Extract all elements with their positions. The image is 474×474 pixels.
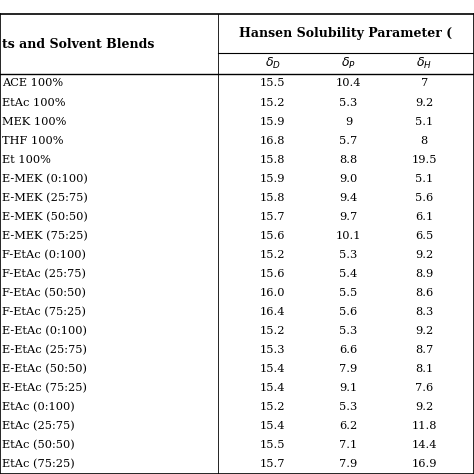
Text: 15.7: 15.7 — [260, 459, 285, 469]
Text: 5.6: 5.6 — [415, 193, 433, 203]
Text: 5.4: 5.4 — [339, 269, 357, 279]
Text: 10.4: 10.4 — [336, 79, 361, 89]
Text: 15.4: 15.4 — [260, 364, 285, 374]
Text: E-MEK (25:75): E-MEK (25:75) — [2, 192, 88, 203]
Text: 8.7: 8.7 — [415, 345, 433, 355]
Text: 5.3: 5.3 — [339, 98, 357, 108]
Text: 5.5: 5.5 — [339, 288, 357, 298]
Text: THF 100%: THF 100% — [2, 136, 64, 146]
Text: 15.3: 15.3 — [260, 345, 285, 355]
Text: ACE 100%: ACE 100% — [2, 79, 64, 89]
Text: EtAc 100%: EtAc 100% — [2, 98, 66, 108]
Text: 15.2: 15.2 — [260, 98, 285, 108]
Text: F-EtAc (25:75): F-EtAc (25:75) — [2, 269, 86, 279]
Text: 5.1: 5.1 — [415, 173, 433, 184]
Text: 8.3: 8.3 — [415, 307, 433, 317]
Text: 9.1: 9.1 — [339, 383, 357, 393]
Text: 9.2: 9.2 — [415, 326, 433, 336]
Text: 5.3: 5.3 — [339, 402, 357, 412]
Text: 15.8: 15.8 — [260, 155, 285, 164]
Text: 14.4: 14.4 — [411, 440, 437, 450]
Text: 15.2: 15.2 — [260, 250, 285, 260]
Text: EtAc (75:25): EtAc (75:25) — [2, 459, 75, 470]
Text: 15.5: 15.5 — [260, 79, 285, 89]
Text: 6.2: 6.2 — [339, 421, 357, 431]
Text: 8.9: 8.9 — [415, 269, 433, 279]
Text: $\delta_H$: $\delta_H$ — [416, 56, 432, 71]
Text: ts and Solvent Blends: ts and Solvent Blends — [2, 37, 155, 51]
Text: Hansen Solubility Parameter (: Hansen Solubility Parameter ( — [239, 27, 453, 40]
Text: 6.1: 6.1 — [415, 212, 433, 222]
Text: 8.1: 8.1 — [415, 364, 433, 374]
Text: 15.7: 15.7 — [260, 212, 285, 222]
Text: 9.4: 9.4 — [339, 193, 357, 203]
Text: 15.9: 15.9 — [260, 117, 285, 127]
Text: $\delta_P$: $\delta_P$ — [341, 56, 356, 71]
Text: 9.2: 9.2 — [415, 402, 433, 412]
Text: E-EtAc (75:25): E-EtAc (75:25) — [2, 383, 87, 393]
Text: 19.5: 19.5 — [411, 155, 437, 164]
Text: 7.9: 7.9 — [339, 364, 357, 374]
Text: 9.7: 9.7 — [339, 212, 357, 222]
Text: 15.6: 15.6 — [260, 269, 285, 279]
Text: 15.2: 15.2 — [260, 402, 285, 412]
Text: 16.0: 16.0 — [260, 288, 285, 298]
Text: 5.3: 5.3 — [339, 326, 357, 336]
Text: EtAc (50:50): EtAc (50:50) — [2, 440, 75, 451]
Text: EtAc (0:100): EtAc (0:100) — [2, 402, 75, 412]
Text: 9.0: 9.0 — [339, 173, 357, 184]
Text: 5.7: 5.7 — [339, 136, 357, 146]
Text: 16.8: 16.8 — [260, 136, 285, 146]
Text: 16.9: 16.9 — [411, 459, 437, 469]
Text: $\delta_D$: $\delta_D$ — [264, 56, 281, 71]
Text: 15.8: 15.8 — [260, 193, 285, 203]
Text: F-EtAc (50:50): F-EtAc (50:50) — [2, 288, 86, 298]
Text: E-EtAc (0:100): E-EtAc (0:100) — [2, 326, 87, 336]
Text: 15.2: 15.2 — [260, 326, 285, 336]
Text: Et 100%: Et 100% — [2, 155, 51, 164]
Text: 9.2: 9.2 — [415, 98, 433, 108]
Text: 8.8: 8.8 — [339, 155, 357, 164]
Text: 8.6: 8.6 — [415, 288, 433, 298]
Text: 7.6: 7.6 — [415, 383, 433, 393]
Text: 15.4: 15.4 — [260, 421, 285, 431]
Text: E-MEK (50:50): E-MEK (50:50) — [2, 212, 88, 222]
Text: 15.6: 15.6 — [260, 231, 285, 241]
Text: 9: 9 — [345, 117, 352, 127]
Text: E-MEK (75:25): E-MEK (75:25) — [2, 231, 88, 241]
Text: 7: 7 — [420, 79, 428, 89]
Text: E-EtAc (50:50): E-EtAc (50:50) — [2, 364, 87, 374]
Text: F-EtAc (75:25): F-EtAc (75:25) — [2, 307, 86, 317]
Text: MEK 100%: MEK 100% — [2, 117, 67, 127]
Text: 11.8: 11.8 — [411, 421, 437, 431]
Text: 5.3: 5.3 — [339, 250, 357, 260]
Text: 7.1: 7.1 — [339, 440, 357, 450]
Text: 6.6: 6.6 — [339, 345, 357, 355]
Text: 16.4: 16.4 — [260, 307, 285, 317]
Text: 10.1: 10.1 — [336, 231, 361, 241]
Text: 5.6: 5.6 — [339, 307, 357, 317]
Text: 5.1: 5.1 — [415, 117, 433, 127]
Text: 9.2: 9.2 — [415, 250, 433, 260]
Text: 15.9: 15.9 — [260, 173, 285, 184]
Text: 15.4: 15.4 — [260, 383, 285, 393]
Text: 6.5: 6.5 — [415, 231, 433, 241]
Text: 7.9: 7.9 — [339, 459, 357, 469]
Text: EtAc (25:75): EtAc (25:75) — [2, 421, 75, 431]
Text: 15.5: 15.5 — [260, 440, 285, 450]
Text: 8: 8 — [420, 136, 428, 146]
Text: E-MEK (0:100): E-MEK (0:100) — [2, 173, 88, 184]
Text: F-EtAc (0:100): F-EtAc (0:100) — [2, 250, 86, 260]
Text: E-EtAc (25:75): E-EtAc (25:75) — [2, 345, 87, 356]
